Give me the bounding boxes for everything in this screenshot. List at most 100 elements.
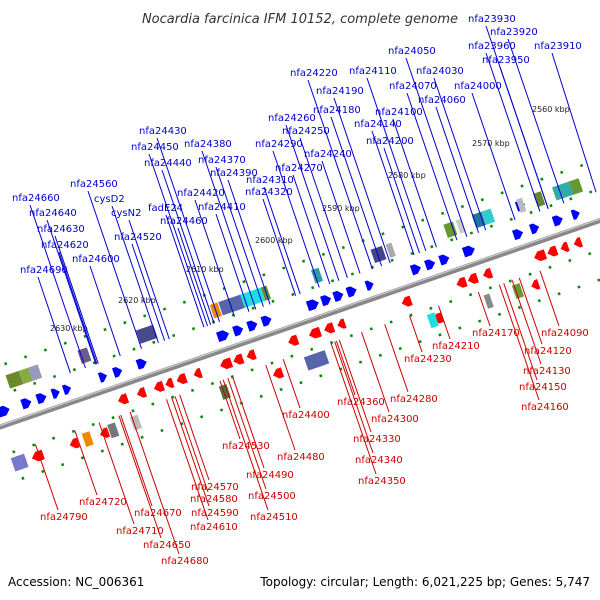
forward-gene-label: nfa24620 (41, 240, 89, 251)
position-tick (23, 355, 28, 359)
genome-backbone-highlight (0, 218, 600, 427)
forward-gene-label: nfa24370 (198, 155, 246, 166)
position-tick (143, 314, 147, 318)
reverse-gene-leader (330, 342, 377, 475)
reverse-gene-arrow (531, 279, 541, 290)
reverse-gene-label: nfa24480 (277, 452, 325, 463)
position-tick (160, 428, 164, 433)
forward-gene-leader (272, 150, 320, 288)
reverse-gene-label: nfa24400 (282, 410, 330, 421)
position-tick (43, 348, 48, 352)
position-tick (381, 232, 385, 236)
forward-gene-leader (215, 213, 250, 312)
position-tick (71, 429, 76, 434)
reverse-gene-label: nfa24670 (134, 508, 182, 519)
protein-domain-block (5, 370, 24, 389)
protein-domain-block (303, 350, 330, 371)
reverse-gene-leader (518, 277, 543, 345)
position-tick (311, 286, 315, 290)
position-tick (430, 245, 434, 249)
position-tick (389, 320, 393, 324)
forward-gene-leader (161, 169, 215, 324)
forward-gene-arrow (345, 286, 357, 298)
forward-gene-label: nfa24320 (245, 187, 293, 198)
position-tick (63, 341, 67, 345)
reverse-gene-label: nfa24330 (353, 434, 401, 445)
reverse-gene-leader (171, 397, 210, 507)
reverse-gene-leader (503, 283, 538, 381)
reverse-gene-leader (438, 305, 451, 340)
forward-gene-leader (46, 219, 97, 365)
forward-gene-label: nfa24430 (139, 126, 187, 137)
position-tick (450, 238, 454, 242)
reverse-gene-arrow (176, 373, 188, 385)
forward-gene-arrow (364, 280, 374, 291)
position-tick (52, 374, 57, 379)
position-tick (61, 463, 65, 467)
position-tick (378, 353, 383, 357)
forward-gene-arrow (246, 320, 258, 332)
forward-gene-leader (37, 276, 71, 374)
reverse-gene-label: nfa24300 (371, 414, 419, 425)
forward-gene-leader (307, 79, 373, 270)
forward-gene-label: nfa24110 (349, 66, 397, 77)
forward-gene-label: nfa24270 (275, 163, 323, 174)
forward-gene-leader (201, 150, 257, 310)
forward-gene-leader (299, 137, 348, 278)
forward-gene-label: nfa24240 (304, 149, 352, 160)
forward-gene-arrow (35, 393, 47, 405)
reverse-gene-leader (222, 379, 269, 511)
reverse-gene-arrow (233, 353, 245, 365)
position-tick (319, 374, 323, 378)
kbp-marker: 2630 kbp (50, 324, 88, 333)
forward-gene-leader (87, 190, 143, 349)
position-tick (390, 258, 394, 262)
forward-gene-leader (292, 174, 331, 285)
reverse-gene-leader (335, 340, 356, 396)
reverse-gene-arrow (31, 449, 45, 462)
forward-gene-label: nfa24050 (388, 46, 436, 57)
genome-details-text: Topology: circular; Length: 6,021,225 bp… (259, 575, 590, 589)
position-tick (33, 381, 37, 385)
forward-gene-label: nfa24390 (210, 168, 258, 179)
forward-gene-leader (507, 38, 565, 204)
position-tick (321, 252, 326, 257)
position-tick (369, 327, 373, 331)
forward-gene-arrow (424, 259, 436, 271)
accession-text: Accession: NC_006361 (8, 575, 144, 589)
forward-gene-label: nfa23960 (468, 41, 516, 52)
forward-gene-leader (148, 153, 208, 327)
forward-gene-label: nfa24450 (131, 142, 179, 153)
position-tick (152, 340, 156, 344)
forward-gene-arrow (216, 330, 230, 343)
position-tick (242, 280, 246, 284)
forward-gene-leader (29, 204, 86, 369)
reverse-gene-leader (34, 444, 59, 511)
position-tick (279, 387, 283, 392)
position-tick (517, 305, 522, 310)
reverse-gene-arrow (220, 357, 234, 370)
reverse-gene-arrow (100, 427, 111, 438)
forward-gene-arrow (232, 325, 244, 337)
position-tick (111, 416, 115, 420)
position-tick (438, 333, 442, 337)
reverse-gene-label: nfa24210 (432, 341, 480, 352)
reverse-gene-label: nfa24610 (190, 522, 238, 533)
forward-gene-label: nfa23910 (534, 41, 582, 52)
reverse-gene-leader (409, 315, 423, 353)
forward-gene-label: nfa24520 (114, 232, 162, 243)
position-tick (549, 204, 553, 208)
forward-gene-label: nfa24690 (20, 265, 68, 276)
reverse-gene-label: nfa24580 (190, 494, 238, 505)
forward-gene-arrow (461, 245, 475, 258)
forward-gene-label: nfa24630 (37, 224, 85, 235)
reverse-gene-label: nfa24710 (116, 526, 164, 537)
forward-gene-label: nfa24460 (160, 216, 208, 227)
reverse-gene-leader (118, 415, 162, 539)
protein-domain-block (569, 178, 584, 195)
forward-gene-label: nfa24180 (313, 105, 361, 116)
reverse-gene-arrow (69, 437, 80, 449)
reverse-gene-arrow (324, 322, 336, 334)
protein-domain-block (218, 294, 246, 316)
